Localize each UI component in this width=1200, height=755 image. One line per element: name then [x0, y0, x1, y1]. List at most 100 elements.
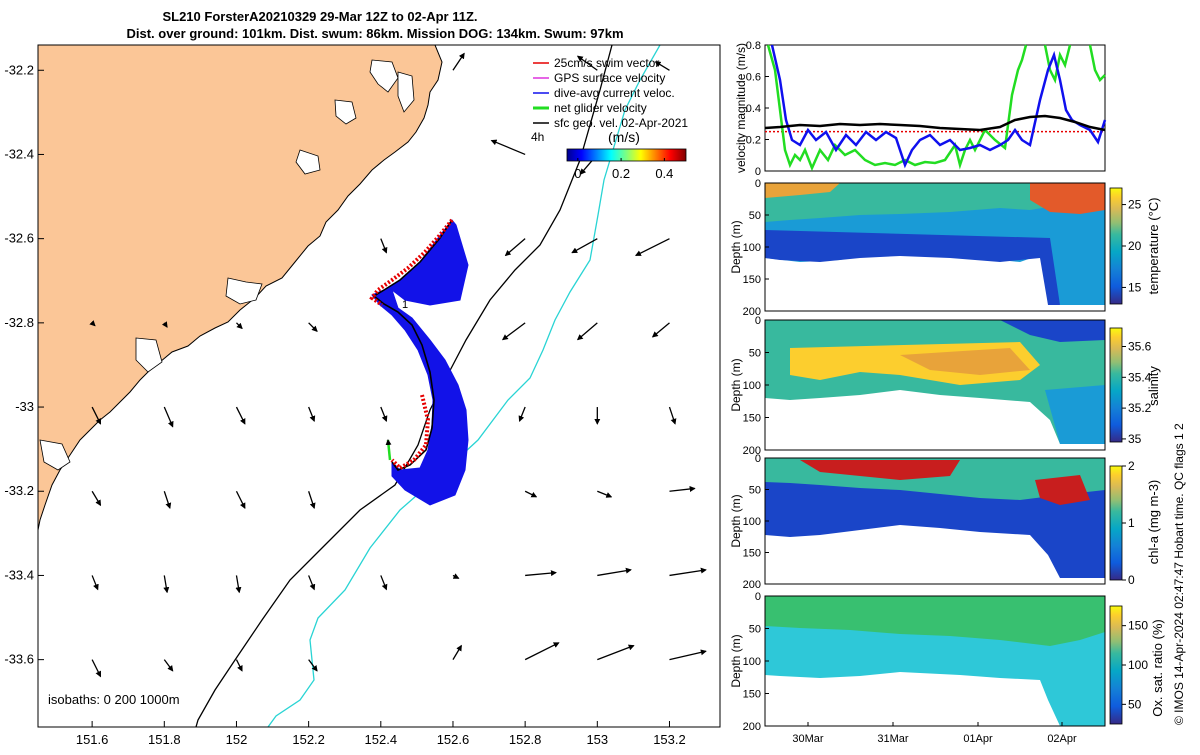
depth-tick-label: 0 — [755, 315, 761, 327]
sfc-geo-vector — [490, 139, 526, 156]
velocity-panel: 0 0.2 0.4 0.6 0.8 velocity magnitude (m/s) — [734, 40, 1107, 178]
colorbar-tick-label: 20 — [1128, 239, 1142, 253]
sfc-geo-vector — [91, 406, 102, 425]
depth-tick-label: 150 — [743, 548, 761, 560]
velocity-black-series — [764, 114, 1106, 132]
map-lon-tick-label: 152.6 — [437, 732, 470, 747]
depth-tick-label: 50 — [749, 210, 761, 222]
map-frame — [37, 44, 721, 728]
depth-tick-label: 0 — [755, 453, 761, 465]
salinity-deep-low — [1045, 385, 1105, 444]
depth-tick-label: 100 — [743, 380, 761, 392]
sfc-geo-vector — [235, 490, 246, 509]
sfc-geo-vector — [308, 491, 316, 509]
map-lat-tick-label: -32.6 — [4, 231, 34, 246]
sfc-geo-vector — [235, 575, 242, 594]
colorbar-tick-label: 1 — [1128, 516, 1135, 530]
sfc-geo-vector — [668, 406, 677, 425]
map-lon-tick-label: 151.6 — [76, 732, 109, 747]
colorbar-tick-label: 0 — [1128, 573, 1135, 587]
velocity-y-tick-label: 0.8 — [746, 40, 761, 52]
coastal-lakes — [39, 59, 415, 471]
colorbar-tick-label: 35 — [1128, 432, 1142, 446]
sfc-geo-vector — [669, 486, 696, 492]
sfc-geo-vector — [597, 490, 613, 498]
legend-item-swim: 25cm/s swim vector — [533, 56, 659, 70]
temperature-surface-warm — [765, 183, 840, 198]
sfc-geo-vector — [163, 659, 174, 672]
colorbar-tick-label: 50 — [1128, 697, 1142, 711]
sfc-geo-vector — [380, 238, 388, 254]
velocity-y-tick-label: 0.2 — [746, 135, 761, 147]
sfc-geo-vector — [651, 322, 670, 338]
figure-title-line-1: SL210 ForsterA20210329 29-Mar 12Z to 02-… — [162, 9, 477, 24]
sfc-geo-vector — [504, 238, 526, 257]
map-colorbar-tick-label: 0.2 — [612, 166, 630, 181]
legend-label-dive-avg: dive-avg current veloc. — [554, 86, 675, 100]
sfc-geo-vector — [452, 644, 462, 660]
depth-axis-label: Depth (m) — [729, 634, 743, 687]
isobath-200m — [195, 45, 613, 727]
salinity-peak-patch — [900, 348, 1030, 375]
map-panel: 1 25cm/s swim vector GPS surface velocit… — [4, 44, 721, 747]
sfc-geo-vector — [597, 567, 632, 577]
date-tick-label: 02Apr — [1047, 733, 1077, 745]
sfc-geo-vector — [669, 567, 707, 577]
map-lat-tick-label: -33.2 — [4, 483, 34, 498]
sfc-geo-vector — [235, 659, 243, 672]
date-ticks: 30Mar 31Mar 01Apr 02Apr — [792, 722, 1077, 745]
velocity-dive-avg-series — [770, 44, 1107, 169]
velocity-y-tick-label: 0 — [755, 166, 761, 178]
map-lon-tick-label: 152.8 — [509, 732, 542, 747]
sfc-geo-vector — [571, 238, 598, 254]
map-colorbar-tick-label: 0 — [574, 166, 581, 181]
colorbar-tick-label: 100 — [1128, 658, 1148, 672]
velocity-y-tick-label: 0.4 — [746, 103, 761, 115]
sfc-geo-vector — [380, 406, 388, 422]
chla-colorbar-label: chl-a (mg m-3) — [1146, 480, 1161, 565]
depth-tick-label: 150 — [743, 689, 761, 701]
legend-item-dive-avg: dive-avg current veloc. — [533, 86, 675, 100]
track-marker-label: 1 — [402, 299, 408, 311]
depth-tick-label: 100 — [743, 656, 761, 668]
sfc-geo-vector — [576, 55, 598, 71]
chla-colorbar — [1109, 465, 1123, 581]
map-lat-tick-label: -32.2 — [4, 62, 34, 77]
glider-track: 1 — [369, 218, 469, 506]
sfc-geo-vector — [518, 406, 526, 422]
sfc-geo-vector — [380, 575, 388, 591]
depth-tick-label: 50 — [749, 348, 761, 360]
temperature-colorbar-label: temperature (°C) — [1146, 198, 1161, 295]
velocity-axes-frame — [764, 44, 1106, 172]
depth-tick-label: 100 — [743, 242, 761, 254]
sfc-geo-vector — [452, 52, 465, 71]
date-tick-label: 31Mar — [877, 733, 909, 745]
figure-title-line-2: Dist. over ground: 101km. Dist. swum: 86… — [126, 26, 623, 41]
sfc-geo-vector — [669, 649, 707, 661]
interval-label: 4h — [531, 130, 544, 144]
legend-label-swim: 25cm/s swim vector — [554, 56, 659, 70]
map-lat-tick-label: -33 — [15, 399, 34, 414]
section-panel-chla — [764, 457, 1123, 585]
sfc-geo-vector — [452, 573, 460, 579]
legend-item-gps: GPS surface velocity — [533, 71, 665, 85]
depth-tick-label: 0 — [755, 178, 761, 190]
velocity-y-ticks: 0 0.2 0.4 0.6 0.8 — [746, 40, 769, 178]
net-glider-velocity-arrow — [385, 439, 392, 461]
salinity-colorbar-label: salinity — [1146, 366, 1161, 406]
sfc-geo-vector — [236, 322, 243, 330]
depth-tick-label: 150 — [743, 413, 761, 425]
sfc-geo-vector — [163, 491, 172, 509]
depth-tick-label: 200 — [743, 721, 761, 733]
map-lat-tick-label: -33.6 — [4, 652, 34, 667]
map-legend: 25cm/s swim vector GPS surface velocity … — [531, 56, 688, 181]
salinity-colorbar — [1109, 327, 1123, 443]
map-lon-tick-label: 151.8 — [148, 732, 181, 747]
map-colorbar-ticks: 0 0.2 0.4 — [574, 158, 673, 181]
legend-label-gps: GPS surface velocity — [554, 71, 665, 85]
colorbar-tick-label: 35.2 — [1128, 401, 1152, 415]
imos-caption: © IMOS 14-Apr-2024 02:47:47 Hobart time.… — [1172, 423, 1186, 725]
date-tick-label: 30Mar — [792, 733, 824, 745]
